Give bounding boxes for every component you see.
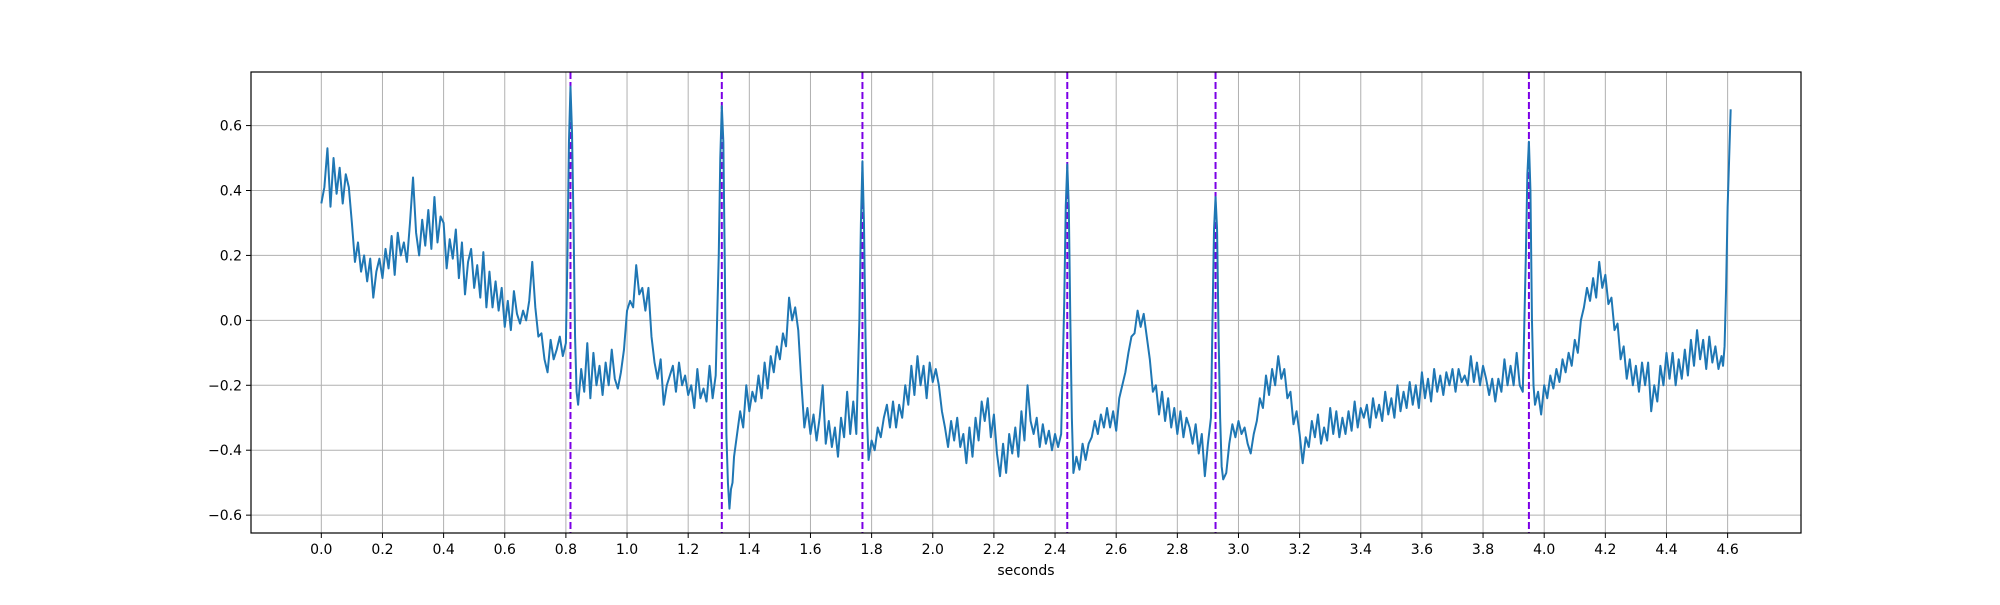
x-tick-label: 4.0: [1533, 542, 1555, 558]
x-tick-label: 1.0: [616, 542, 638, 558]
x-tick-label: 1.8: [860, 542, 882, 558]
x-tick-label: 4.2: [1594, 542, 1616, 558]
x-tick-label: 1.2: [677, 542, 699, 558]
x-tick-label: 4.6: [1716, 542, 1738, 558]
x-tick-label: 3.2: [1288, 542, 1310, 558]
x-tick-label: 2.2: [983, 542, 1005, 558]
signal-series-line: [320, 85, 1732, 510]
series-layer: [320, 85, 1732, 510]
x-tick-label: 0.0: [310, 542, 332, 558]
x-tick-label: 3.6: [1411, 542, 1433, 558]
x-tick-label: 4.4: [1655, 542, 1677, 558]
grid-lines: [251, 72, 1801, 533]
y-tick-label: 0.6: [220, 119, 242, 135]
x-tick-label: 3.0: [1227, 542, 1249, 558]
x-axis-ticks: 0.0 0.2 0.4 0.6 0.8 1.0 1.2 1.4 1.6 1.8 2.0 2.2 2.4 2…: [310, 533, 1739, 558]
x-tick-label: 2.0: [922, 542, 944, 558]
x-tick-label: 0.2: [371, 542, 393, 558]
y-tick-label: 0.4: [220, 183, 242, 199]
vertical-marker-lines: [569, 72, 1530, 533]
x-tick-label: 0.6: [494, 542, 516, 558]
x-tick-label: 1.6: [799, 542, 821, 558]
x-tick-label: 2.6: [1105, 542, 1127, 558]
plot-frame: [250, 71, 1802, 534]
y-tick-label: −0.2: [208, 378, 242, 394]
x-tick-label: 3.4: [1350, 542, 1372, 558]
x-tick-label: 2.8: [1166, 542, 1188, 558]
y-tick-label: 0.2: [220, 248, 242, 264]
x-tick-label: 1.4: [738, 542, 760, 558]
y-tick-label: −0.6: [208, 508, 242, 524]
x-tick-label: 0.4: [432, 542, 454, 558]
x-tick-label: 3.8: [1472, 542, 1494, 558]
y-tick-label: 0.0: [220, 313, 242, 329]
y-tick-label: −0.4: [208, 443, 242, 459]
x-tick-label: 2.4: [1044, 542, 1066, 558]
x-axis-label: seconds: [997, 563, 1054, 579]
y-axis-ticks: −0.6 −0.4 −0.2 0.0 0.2 0.4 0.6: [208, 119, 251, 524]
x-tick-label: 0.8: [555, 542, 577, 558]
